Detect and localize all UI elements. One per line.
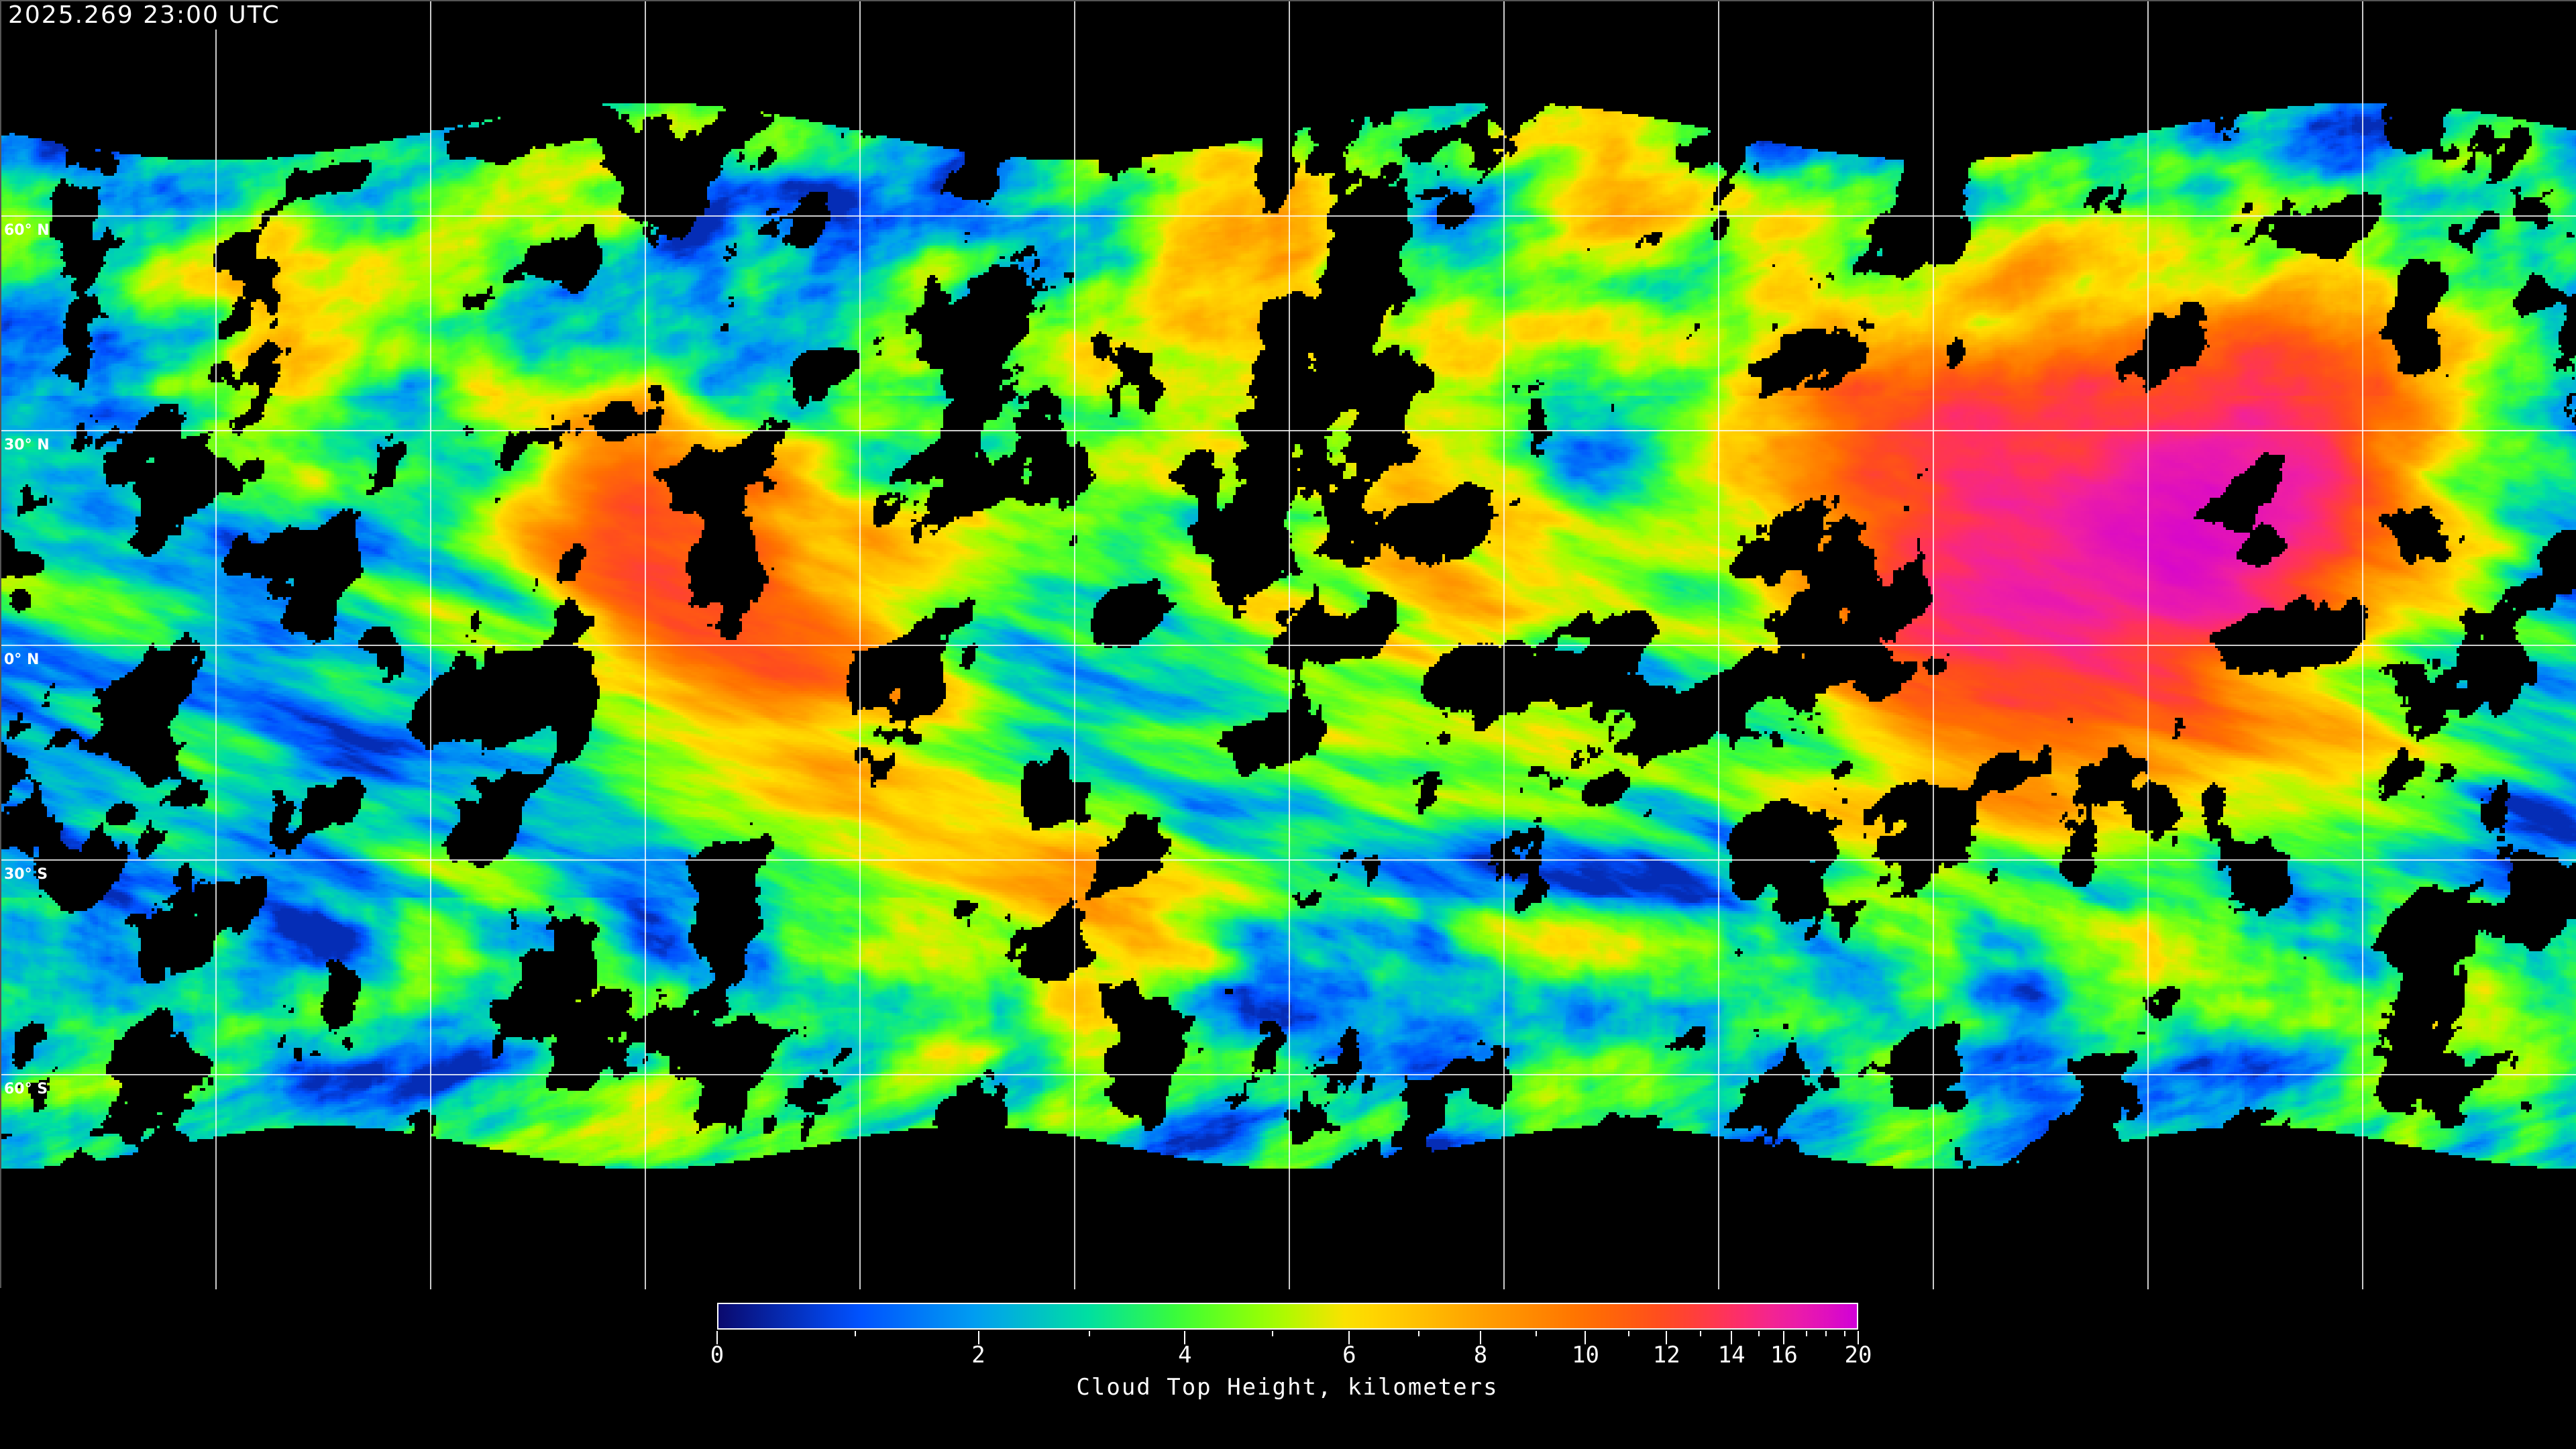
lat-label-30s: 30° S <box>4 866 48 883</box>
major-tick <box>1184 1331 1186 1344</box>
tick-label: 4 <box>1178 1342 1192 1368</box>
major-tick <box>1858 1331 1859 1344</box>
lat-label-60n: 60° N <box>4 222 50 239</box>
tick-label: 6 <box>1342 1342 1356 1368</box>
colorbar-ticks <box>716 1331 1859 1351</box>
major-tick <box>977 1331 979 1344</box>
minor-tick <box>1272 1331 1274 1336</box>
tick-label: 16 <box>1770 1342 1798 1368</box>
minor-tick <box>1758 1331 1760 1336</box>
minor-tick <box>1825 1331 1827 1336</box>
minor-tick <box>1843 1331 1845 1336</box>
major-tick <box>1666 1331 1668 1344</box>
major-tick <box>1783 1331 1785 1344</box>
minor-tick <box>1628 1331 1630 1336</box>
lat-label-60s: 60° S <box>4 1081 48 1097</box>
minor-tick <box>1700 1331 1702 1336</box>
tick-label: 14 <box>1717 1342 1746 1368</box>
major-tick <box>1348 1331 1350 1344</box>
colorbar <box>717 1303 1858 1330</box>
tick-label: 8 <box>1473 1342 1488 1368</box>
major-tick <box>716 1331 718 1344</box>
major-tick <box>1731 1331 1733 1344</box>
tick-label: 12 <box>1652 1342 1680 1368</box>
tick-label: 0 <box>710 1342 724 1368</box>
lat-label-30n: 30° N <box>4 437 50 453</box>
minor-tick <box>1088 1331 1090 1336</box>
minor-tick <box>1418 1331 1420 1336</box>
tick-label: 20 <box>1844 1342 1872 1368</box>
cloud-top-height-map: 2025.269 23:00 UTC 60° N 30° N 0° N 30° … <box>0 0 2576 1289</box>
major-tick <box>1479 1331 1481 1344</box>
major-tick <box>1585 1331 1587 1344</box>
tick-label: 2 <box>971 1342 985 1368</box>
graticule <box>1 1 2576 1289</box>
timestamp-title: 2025.269 23:00 UTC <box>5 1 283 30</box>
minor-tick <box>1536 1331 1538 1336</box>
minor-tick <box>854 1331 856 1336</box>
lat-label-0: 0° N <box>4 651 40 668</box>
tick-label: 10 <box>1571 1342 1599 1368</box>
minor-tick <box>1806 1331 1808 1336</box>
colorbar-label: Cloud Top Height, kilometers <box>1076 1374 1499 1401</box>
